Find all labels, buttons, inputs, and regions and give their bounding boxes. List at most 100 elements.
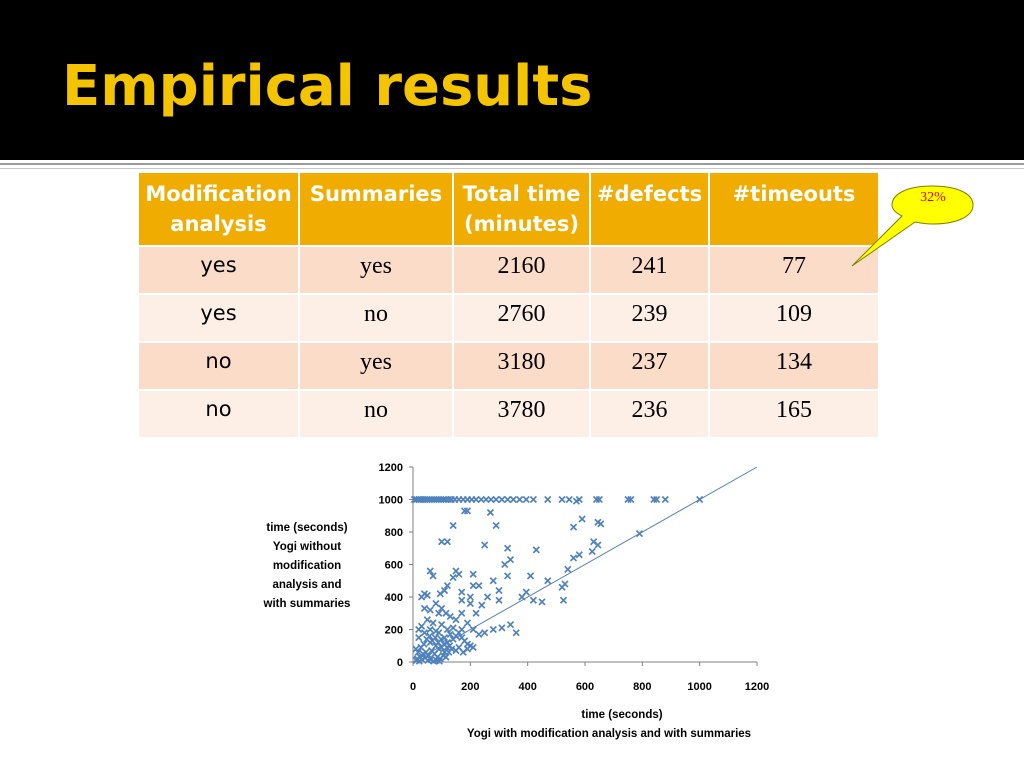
data-point xyxy=(489,625,497,634)
data-point xyxy=(431,634,439,642)
data-point xyxy=(466,593,474,601)
data-point xyxy=(588,547,596,556)
data-point xyxy=(420,640,428,648)
header-modification-analysis: Modification analysis xyxy=(137,171,300,247)
data-point xyxy=(429,572,437,580)
reference-line xyxy=(412,466,758,663)
data-point xyxy=(516,495,524,504)
scatter-chart: time (seconds) Yogi without modification an… xyxy=(263,462,770,740)
cell-summaries: no xyxy=(298,389,454,439)
y-tick-label: 800 xyxy=(385,527,403,539)
data-point xyxy=(529,596,537,604)
data-point xyxy=(498,495,506,504)
data-point xyxy=(504,572,512,580)
data-point xyxy=(472,495,480,504)
data-point xyxy=(595,495,603,504)
data-point xyxy=(420,604,429,612)
data-point xyxy=(419,650,427,658)
data-point xyxy=(486,508,494,517)
x-tick-label: 800 xyxy=(633,681,651,693)
header-summaries: Summaries xyxy=(298,171,454,247)
data-point xyxy=(432,599,440,608)
data-point xyxy=(446,612,454,621)
data-point xyxy=(426,632,434,640)
cell-defects: 237 xyxy=(589,341,710,391)
data-point xyxy=(509,495,517,504)
y-tick-label: 1200 xyxy=(379,462,403,474)
data-point xyxy=(495,586,503,595)
data-point xyxy=(597,520,605,528)
data-point xyxy=(452,616,460,624)
data-point xyxy=(438,621,446,629)
cell-summaries: yes xyxy=(298,245,454,295)
x-tick-label: 200 xyxy=(461,681,479,693)
data-point xyxy=(435,629,443,637)
cell-summaries: yes xyxy=(298,341,454,391)
data-point xyxy=(506,556,515,564)
data-point xyxy=(506,621,515,629)
cell-total-time: 3780 xyxy=(452,389,591,439)
data-point xyxy=(423,616,431,624)
data-point xyxy=(469,643,477,651)
data-point xyxy=(469,582,477,590)
cell-modification: no xyxy=(137,389,300,439)
data-point xyxy=(544,577,552,585)
data-point xyxy=(475,582,483,590)
data-point xyxy=(414,648,422,656)
y-tick-label: 600 xyxy=(385,560,403,572)
data-point xyxy=(466,599,474,608)
data-point xyxy=(650,495,658,504)
data-point xyxy=(458,625,466,634)
data-point xyxy=(426,606,434,614)
y-axis-label-line: time (seconds) xyxy=(266,522,347,534)
data-point xyxy=(481,629,489,637)
data-point xyxy=(575,551,583,559)
cell-timeouts: 77 xyxy=(708,245,880,295)
data-point xyxy=(592,495,601,504)
data-point xyxy=(438,538,446,546)
header-total-time: Total time (minutes) xyxy=(452,171,591,247)
data-point xyxy=(518,593,526,601)
cell-modification: yes xyxy=(137,293,300,343)
data-point xyxy=(437,635,445,643)
y-axis-label-line: analysis and xyxy=(272,579,341,591)
data-point xyxy=(444,495,453,504)
data-point xyxy=(449,521,457,530)
data-point xyxy=(449,624,457,632)
data-point xyxy=(458,588,466,596)
data-point xyxy=(661,495,669,504)
data-point xyxy=(436,590,444,598)
data-point xyxy=(463,645,472,653)
data-point xyxy=(653,495,661,504)
y-axis-label-line: modification xyxy=(273,560,341,572)
x-tick-label: 1200 xyxy=(745,681,769,693)
diagonal-reference-line xyxy=(412,466,758,663)
data-point xyxy=(492,521,500,530)
divider-line-thin xyxy=(0,168,1024,169)
data-point xyxy=(627,495,635,504)
y-axis-label-line: with summaries xyxy=(263,598,351,610)
data-point xyxy=(458,596,466,604)
data-point xyxy=(558,583,566,591)
data-point xyxy=(594,541,602,549)
data-point xyxy=(544,495,552,504)
data-point xyxy=(458,609,466,617)
data-point xyxy=(532,546,540,554)
x-tick-label: 1000 xyxy=(687,681,711,693)
data-point xyxy=(443,538,451,546)
cell-modification: yes xyxy=(137,245,300,295)
data-point xyxy=(564,565,572,573)
data-point xyxy=(635,530,644,538)
cell-defects: 239 xyxy=(589,293,710,343)
cell-timeouts: 134 xyxy=(708,341,880,391)
data-point xyxy=(435,657,443,665)
data-point xyxy=(418,622,426,630)
table-row: no no 3780 236 165 xyxy=(137,389,880,439)
y-tick-label: 200 xyxy=(385,625,403,637)
data-point xyxy=(578,515,586,523)
data-point xyxy=(696,495,704,504)
data-point xyxy=(439,495,447,504)
data-point xyxy=(478,601,486,609)
tick-labels: 0 200 400 600 800 1000 1200 0 200 400 600 800 1000 12… xyxy=(379,462,770,693)
data-point xyxy=(455,570,463,578)
